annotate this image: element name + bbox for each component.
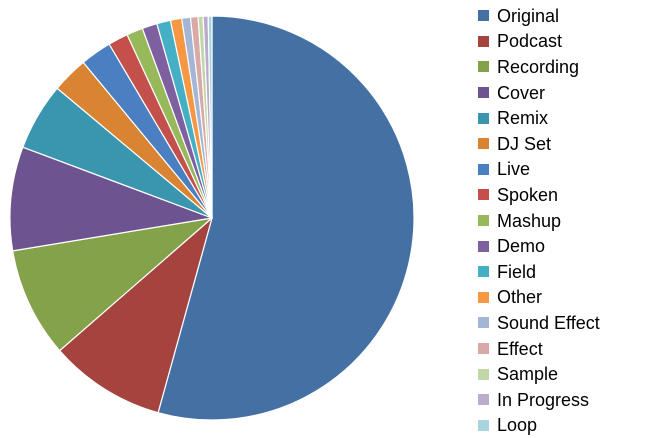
legend-label: Field (497, 263, 536, 281)
legend-swatch (478, 266, 489, 277)
legend-label: Other (497, 288, 542, 306)
legend-label: Mashup (497, 212, 561, 230)
legend-swatch (478, 164, 489, 175)
legend-item-podcast: Podcast (478, 29, 656, 55)
legend-swatch (478, 61, 489, 72)
legend-swatch (478, 241, 489, 252)
legend-item-mashup: Mashup (478, 208, 656, 234)
legend-label: Live (497, 160, 530, 178)
legend-swatch (478, 189, 489, 200)
legend-item-recording: Recording (478, 54, 656, 80)
legend-label: Sound Effect (497, 314, 600, 332)
legend-item-spoken: Spoken (478, 182, 656, 208)
legend-label: Demo (497, 237, 545, 255)
legend-swatch (478, 113, 489, 124)
legend-label: Recording (497, 58, 579, 76)
legend-swatch (478, 215, 489, 226)
legend-label: Spoken (497, 186, 558, 204)
legend-swatch (478, 343, 489, 354)
legend-label: Effect (497, 340, 543, 358)
legend-item-loop: Loop (478, 413, 656, 438)
legend-swatch (478, 369, 489, 380)
legend-item-remix: Remix (478, 105, 656, 131)
legend-swatch (478, 10, 489, 21)
legend-item-other: Other (478, 285, 656, 311)
legend-item-effect: Effect (478, 336, 656, 362)
legend-item-original: Original (478, 3, 656, 29)
legend-item-field: Field (478, 259, 656, 285)
legend-item-sound-effect: Sound Effect (478, 310, 656, 336)
legend-swatch (478, 87, 489, 98)
legend-swatch (478, 317, 489, 328)
legend-label: Cover (497, 84, 545, 102)
legend: Original Podcast Recording Cover Remix DJ Set… (478, 3, 656, 438)
legend-item-live: Live (478, 157, 656, 183)
legend-label: Sample (497, 365, 558, 383)
legend-label: Original (497, 7, 559, 25)
legend-item-cover: Cover (478, 80, 656, 106)
legend-swatch (478, 36, 489, 47)
pie-chart (0, 0, 440, 436)
pie-chart-svg (0, 0, 440, 436)
legend-swatch (478, 394, 489, 405)
legend-label: Loop (497, 416, 537, 434)
legend-label: DJ Set (497, 135, 551, 153)
legend-label: In Progress (497, 391, 589, 409)
legend-swatch (478, 138, 489, 149)
legend-item-demo: Demo (478, 233, 656, 259)
legend-swatch (478, 292, 489, 303)
legend-item-dj-set: DJ Set (478, 131, 656, 157)
legend-label: Podcast (497, 32, 562, 50)
legend-label: Remix (497, 109, 548, 127)
legend-item-sample: Sample (478, 361, 656, 387)
legend-item-in-progress: In Progress (478, 387, 656, 413)
legend-swatch (478, 420, 489, 431)
